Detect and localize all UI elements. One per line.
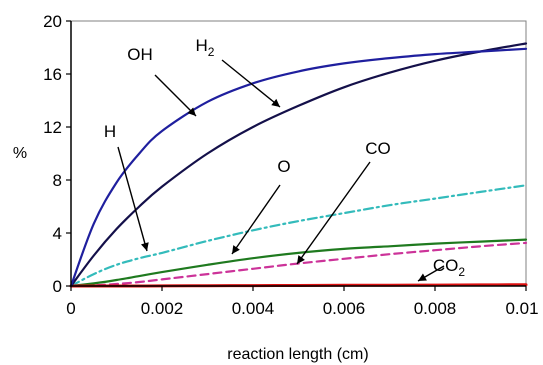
x-tick-label: 0.004 <box>232 299 275 318</box>
annotation-arrow-co <box>296 161 371 265</box>
annotation-arrow-h <box>117 146 148 252</box>
annotation-co2: CO2 <box>417 256 466 282</box>
annotation-text: CO <box>433 256 459 275</box>
series-line-o <box>69 238 528 288</box>
y-tick-label: 4 <box>53 224 62 243</box>
annotation-arrow-o <box>231 184 281 255</box>
series-line-oh <box>69 47 528 288</box>
annotation-arrowhead-oh <box>187 107 196 116</box>
annotation-text: H <box>196 36 208 55</box>
annotation-arrowhead-h <box>140 242 149 251</box>
annotation-h2: H2 <box>196 36 281 108</box>
annotation-text: OH <box>127 45 153 64</box>
series-line-h <box>69 184 528 288</box>
annotation-label-h2: H2 <box>196 36 215 59</box>
y-tick-label: 0 <box>53 277 62 296</box>
annotation-label-co: CO <box>365 139 391 158</box>
annotation-arrowhead-h2 <box>271 98 280 107</box>
annotation-arrow-h2 <box>221 59 281 108</box>
x-axis-label: reaction length (cm) <box>227 346 368 363</box>
axis-layer <box>70 21 526 287</box>
y-axis-label: % <box>13 145 27 162</box>
x-tick-label: 0.006 <box>323 299 366 318</box>
annotation-subscript: 2 <box>208 45 215 59</box>
x-tick-label: 0 <box>66 299 75 318</box>
y-tick-label: 20 <box>43 12 62 31</box>
annotation-text: H <box>104 122 116 141</box>
annotation-co: CO <box>296 139 391 265</box>
series-line-h2 <box>69 42 528 288</box>
annotation-h: H <box>104 122 149 252</box>
series-line-co <box>69 241 528 288</box>
y-tick-label: 12 <box>43 118 62 137</box>
annotation-label-h: H <box>104 122 116 141</box>
x-tick-label: 0.01 <box>505 299 538 318</box>
annotation-oh: OH <box>127 45 197 117</box>
series-layer <box>69 42 528 288</box>
annotation-label-co2: CO2 <box>433 256 466 279</box>
annotation-arrowhead-co <box>297 255 305 264</box>
annotation-arrowhead-o <box>232 245 240 254</box>
annotation-label-oh: OH <box>127 45 153 64</box>
annotation-text: CO <box>365 139 391 158</box>
tick-layer: 0 4 8 12 16 20 0 0.002 0.004 0.006 0.008 0.01 <box>43 12 538 318</box>
y-tick-label: 16 <box>43 65 62 84</box>
y-tick-label: 8 <box>53 171 62 190</box>
annotation-label-o: O <box>277 157 290 176</box>
x-tick-label: 0.008 <box>414 299 457 318</box>
annotation-text: O <box>277 157 290 176</box>
annotation-arrow-oh <box>154 74 197 117</box>
x-tick-label: 0.002 <box>141 299 184 318</box>
annotation-arrowhead-co2 <box>418 273 427 281</box>
annotation-o: O <box>231 157 291 255</box>
annotation-subscript: 2 <box>458 265 465 279</box>
